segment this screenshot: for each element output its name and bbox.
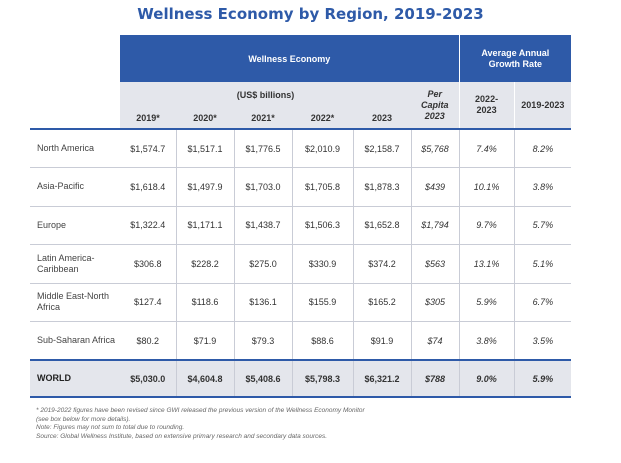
table-cell: $275.0 bbox=[233, 244, 292, 284]
header-average-growth: Average Annual Growth Rate bbox=[458, 35, 572, 82]
table-cell: $1,322.4 bbox=[120, 206, 176, 245]
table-cell: 10.1% bbox=[458, 167, 515, 207]
region-label: Asia-Pacific bbox=[30, 167, 120, 207]
table-row: Latin America-Caribbean $306.8 $228.2 $275.… bbox=[30, 244, 572, 284]
table-cell: $6,321.2 bbox=[352, 359, 411, 398]
table-cell: $1,438.7 bbox=[233, 206, 292, 245]
header-wellness-economy: Wellness Economy bbox=[120, 35, 460, 82]
table-cell: $118.6 bbox=[175, 283, 234, 322]
table-cell: $1,652.8 bbox=[352, 206, 411, 245]
table-cell: 5.9% bbox=[513, 359, 572, 398]
table-cell: $563 bbox=[410, 244, 460, 284]
table-cell: $136.1 bbox=[233, 283, 292, 322]
col-header: 2022-2023 bbox=[458, 82, 515, 130]
table-cell: $1,171.1 bbox=[175, 206, 234, 245]
table-cell: $330.9 bbox=[291, 244, 353, 284]
col-header: 2020* bbox=[176, 107, 234, 130]
footnote: (see box below for more details). bbox=[36, 415, 131, 423]
table-cell: 5.7% bbox=[513, 206, 572, 245]
table-cell: $1,574.7 bbox=[120, 129, 176, 168]
table-cell: $305 bbox=[410, 283, 460, 322]
table-cell: $4,604.8 bbox=[175, 359, 234, 398]
table-row: Middle East-North Africa $127.4 $118.6 $136… bbox=[30, 283, 572, 322]
table-row-total: WORLD $5,030.0 $4,604.8 $5,408.6 $5,798.3 $6,… bbox=[30, 359, 572, 398]
region-label: Sub-Saharan Africa bbox=[30, 321, 120, 361]
table-cell: 5.1% bbox=[513, 244, 572, 284]
header-per-capita: Per Capita 2023 bbox=[411, 82, 460, 130]
table-cell: $788 bbox=[410, 359, 460, 398]
table-cell: $88.6 bbox=[291, 321, 353, 361]
table-cell: 6.7% bbox=[513, 283, 572, 322]
table-row: Europe $1,322.4 $1,171.1 $1,438.7 $1,506.3 $1… bbox=[30, 206, 572, 245]
table-cell: $2,158.7 bbox=[352, 129, 411, 168]
table-cell: $228.2 bbox=[175, 244, 234, 284]
table-cell: $165.2 bbox=[352, 283, 411, 322]
table-cell: $80.2 bbox=[120, 321, 176, 361]
table-cell: $1,703.0 bbox=[233, 167, 292, 207]
wellness-economy-table: Wellness Economy Average Annual Growth R… bbox=[30, 35, 572, 398]
table-cell: $1,497.9 bbox=[175, 167, 234, 207]
table-cell: 7.4% bbox=[458, 129, 515, 168]
chart-title: Wellness Economy by Region, 2019-2023 bbox=[137, 5, 484, 23]
col-header: 2023 bbox=[353, 107, 411, 130]
table-cell: $5,798.3 bbox=[291, 359, 353, 398]
table-cell: $1,705.8 bbox=[291, 167, 353, 207]
table-cell: 13.1% bbox=[458, 244, 515, 284]
table-cell: 8.2% bbox=[513, 129, 572, 168]
table-cell: 9.7% bbox=[458, 206, 515, 245]
table-cell: $5,408.6 bbox=[233, 359, 292, 398]
table-cell: $1,506.3 bbox=[291, 206, 353, 245]
table-cell: $79.3 bbox=[233, 321, 292, 361]
table-cell: $1,776.5 bbox=[233, 129, 292, 168]
table-cell: 3.5% bbox=[513, 321, 572, 361]
table-row: North America $1,574.7 $1,517.1 $1,776.5 $2,… bbox=[30, 129, 572, 168]
table-cell: $1,618.4 bbox=[120, 167, 176, 207]
col-header: 2019* bbox=[120, 107, 176, 130]
table-cell: 5.9% bbox=[458, 283, 515, 322]
table-cell: $5,768 bbox=[410, 129, 460, 168]
col-header: 2019-2023 bbox=[513, 82, 572, 130]
table-cell: $1,878.3 bbox=[352, 167, 411, 207]
table-cell: 9.0% bbox=[458, 359, 515, 398]
table-cell: $71.9 bbox=[175, 321, 234, 361]
table-cell: $5,030.0 bbox=[120, 359, 176, 398]
table-cell: $155.9 bbox=[291, 283, 353, 322]
table-cell: 3.8% bbox=[458, 321, 515, 361]
footnote: * 2019-2022 figures have been revised si… bbox=[36, 407, 365, 414]
table-notes: * 2019-2022 figures have been revised si… bbox=[36, 407, 365, 441]
table-cell: $306.8 bbox=[120, 244, 176, 284]
region-label: WORLD bbox=[30, 359, 120, 398]
table-row: Asia-Pacific $1,618.4 $1,497.9 $1,703.0 $1,7… bbox=[30, 167, 572, 207]
region-label: Middle East-North Africa bbox=[30, 283, 120, 322]
table-cell: $1,794 bbox=[410, 206, 460, 245]
col-header: 2022* bbox=[292, 107, 353, 130]
table-row: Sub-Saharan Africa $80.2 $71.9 $79.3 $88.6 $9… bbox=[30, 321, 572, 361]
footnote: Note: Figures may not sum to total due t… bbox=[36, 424, 185, 431]
header-usd-billions: (US$ billions) bbox=[120, 82, 411, 107]
table-cell: $1,517.1 bbox=[175, 129, 234, 168]
table-cell: $127.4 bbox=[120, 283, 176, 322]
region-label: Europe bbox=[30, 206, 120, 245]
table-cell: $91.9 bbox=[352, 321, 411, 361]
col-header: 2021* bbox=[234, 107, 292, 130]
table-cell: $2,010.9 bbox=[291, 129, 353, 168]
table-cell: $439 bbox=[410, 167, 460, 207]
footnote: Source: Global Wellness Institute, based… bbox=[36, 432, 328, 440]
table-cell: $374.2 bbox=[352, 244, 411, 284]
table-cell: 3.8% bbox=[513, 167, 572, 207]
table-cell: $74 bbox=[410, 321, 460, 361]
region-label: North America bbox=[30, 129, 120, 168]
region-label: Latin America-Caribbean bbox=[30, 244, 120, 284]
